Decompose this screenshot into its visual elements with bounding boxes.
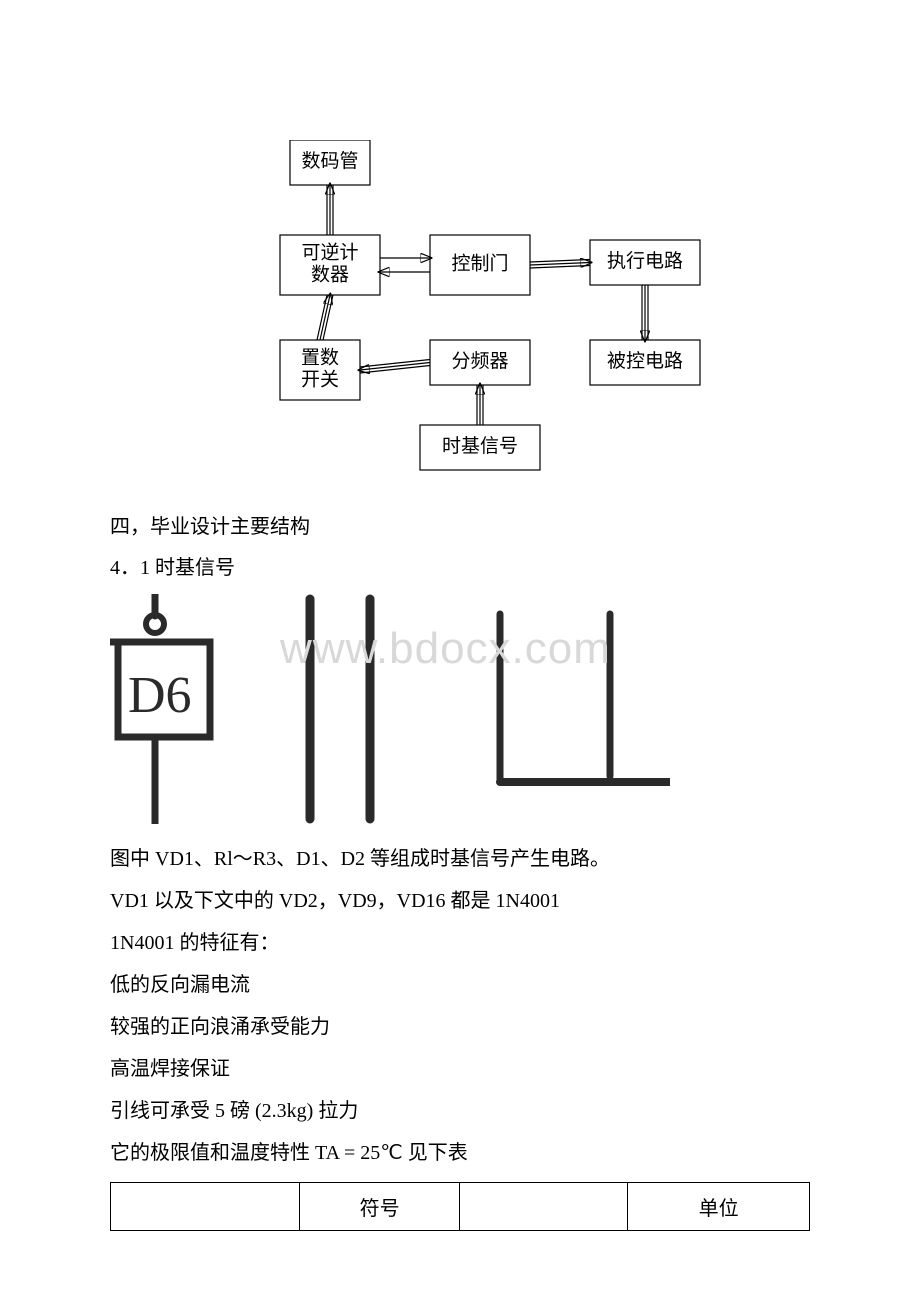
- svg-text:控制门: 控制门: [451, 252, 508, 274]
- body-text: 图中 VD1、Rl～R3、D1、D2 等组成时基信号产生电路。 VD1 以及下文…: [110, 838, 810, 1174]
- para-4: 较强的正向浪涌承受能力: [110, 1006, 810, 1048]
- sub-4-1-heading: 4．1 时基信号: [110, 551, 810, 580]
- svg-text:开关: 开关: [301, 368, 339, 390]
- table-cell: 符号: [299, 1183, 460, 1231]
- circuit-fragment: D6 www.bdocx.com: [110, 594, 670, 824]
- block-diagram: 数码管可逆计数器 控制门 执行电路置数开关 分频器 被控电路时基信号: [200, 140, 720, 480]
- para-7: 它的极限值和温度特性 TA = 25℃ 见下表: [110, 1132, 810, 1174]
- para-1: VD1 以及下文中的 VD2，VD9，VD16 都是 1N4001: [110, 880, 810, 922]
- svg-text:置数: 置数: [301, 346, 339, 368]
- table-cell: [111, 1183, 300, 1231]
- table-row: 符号 单位: [111, 1183, 810, 1231]
- svg-text:执行电路: 执行电路: [607, 250, 683, 272]
- svg-text:D6: D6: [128, 667, 192, 724]
- watermark-text: www.bdocx.com: [280, 624, 611, 674]
- svg-text:时基信号: 时基信号: [442, 435, 518, 457]
- para-2: 1N4001 的特征有：: [110, 922, 810, 964]
- para-3: 低的反向漏电流: [110, 964, 810, 1006]
- table-cell: 单位: [628, 1183, 810, 1231]
- svg-text:被控电路: 被控电路: [607, 350, 683, 372]
- svg-text:可逆计: 可逆计: [301, 241, 358, 263]
- svg-text:数码管: 数码管: [301, 150, 358, 172]
- para-0: 图中 VD1、Rl～R3、D1、D2 等组成时基信号产生电路。: [110, 838, 810, 880]
- section-4-heading: 四，毕业设计主要结构: [110, 510, 810, 539]
- svg-text:分频器: 分频器: [451, 350, 508, 372]
- para-5: 高温焊接保证: [110, 1048, 810, 1090]
- svg-text:数器: 数器: [311, 263, 349, 285]
- table-cell: [460, 1183, 628, 1231]
- para-6: 引线可承受 5 磅 (2.3kg) 拉力: [110, 1090, 810, 1132]
- parameter-table: 符号 单位: [110, 1182, 810, 1231]
